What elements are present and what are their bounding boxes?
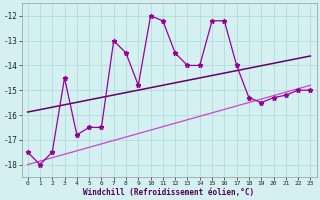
X-axis label: Windchill (Refroidissement éolien,°C): Windchill (Refroidissement éolien,°C) — [84, 188, 255, 197]
